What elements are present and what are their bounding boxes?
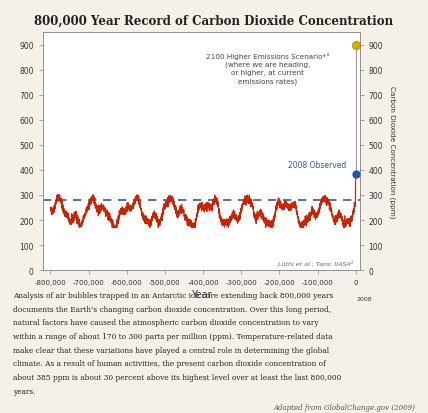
Text: make clear that these variations have played a central role in determining the g: make clear that these variations have pl… xyxy=(13,346,329,354)
Text: 2100 Higher Emissions Scenario*°
(where we are heading,
or higher, at current
em: 2100 Higher Emissions Scenario*° (where … xyxy=(206,53,330,85)
Text: Adapted from GlobalChange.gov (2009): Adapted from GlobalChange.gov (2009) xyxy=(273,403,415,411)
Text: about 385 ppm is about 30 percent above its highest level over at least the last: about 385 ppm is about 30 percent above … xyxy=(13,373,341,381)
Text: years.: years. xyxy=(13,387,36,394)
Text: climate. As a result of human activities, the present carbon dioxide concentrati: climate. As a result of human activities… xyxy=(13,359,326,367)
Y-axis label: Carbon Dioxide Concentration (ppm): Carbon Dioxide Concentration (ppm) xyxy=(389,85,395,218)
Text: Analysis of air bubbles trapped in an Antarctic ice core extending back 800,000 : Analysis of air bubbles trapped in an An… xyxy=(13,291,333,299)
Text: within a range of about 170 to 300 parts per million (ppm). Temperature-related : within a range of about 170 to 300 parts… xyxy=(13,332,332,340)
X-axis label: Year: Year xyxy=(191,290,211,300)
Text: Lüthi et al.; Tans; IIASA²: Lüthi et al.; Tans; IIASA² xyxy=(278,261,353,266)
Text: 2008: 2008 xyxy=(357,297,372,302)
Text: 2008 Observed: 2008 Observed xyxy=(288,161,346,170)
Text: 800,000 Year Record of Carbon Dioxide Concentration: 800,000 Year Record of Carbon Dioxide Co… xyxy=(34,14,394,27)
Text: documents the Earth’s changing carbon dioxide concentration. Over this long peri: documents the Earth’s changing carbon di… xyxy=(13,305,331,313)
Text: natural factors have caused the atmospheric carbon dioxide concentration to vary: natural factors have caused the atmosphe… xyxy=(13,318,318,326)
